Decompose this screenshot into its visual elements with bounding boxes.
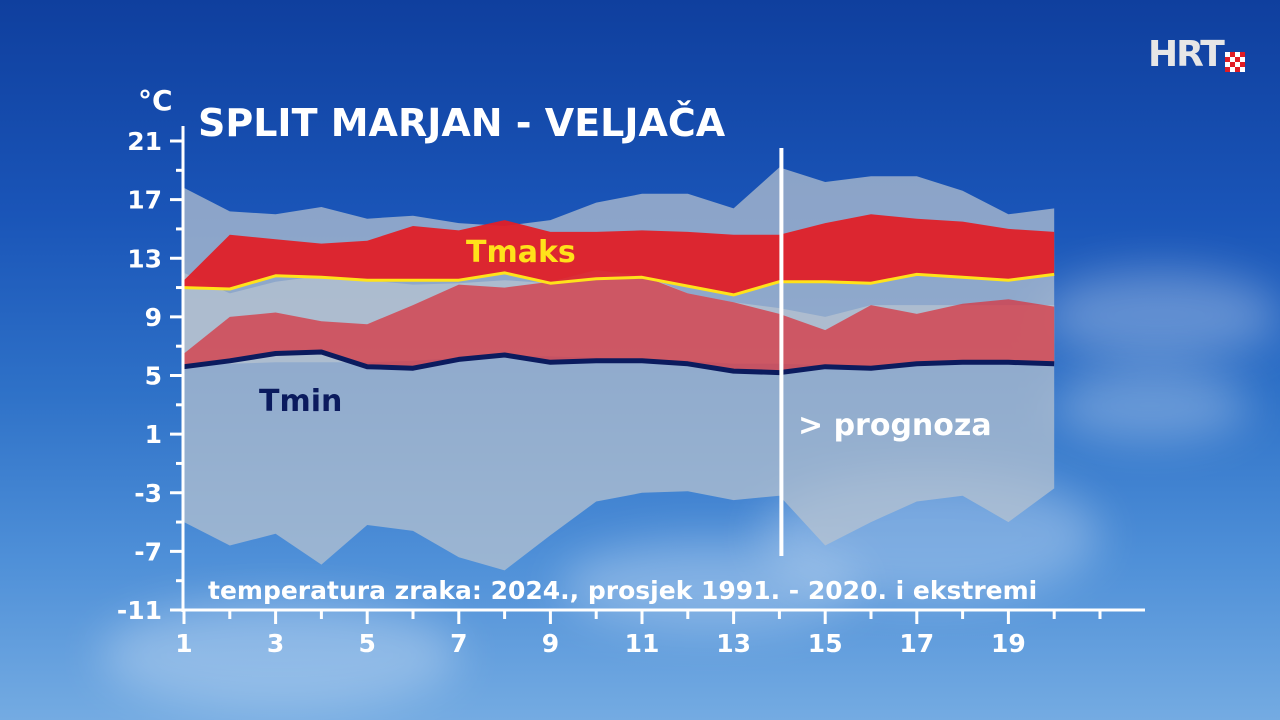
x-tick-label: 13: [716, 629, 751, 658]
tmax-label: Tmaks: [466, 235, 576, 270]
y-tick-label: 5: [145, 362, 162, 391]
x-tick-label: 9: [542, 629, 559, 658]
x-tick-label: 17: [899, 629, 934, 658]
x-tick-label: 3: [267, 629, 284, 658]
logo-text: HRT: [1148, 34, 1225, 75]
tmin-2024-band: [184, 270, 1055, 373]
hrt-logo: HRT: [1148, 36, 1245, 74]
x-tick-label: 15: [808, 629, 843, 658]
y-unit-label: °C: [138, 84, 173, 117]
x-tick-label: 5: [358, 629, 375, 658]
y-tick-label: -3: [134, 479, 162, 508]
tmin-label: Tmin: [259, 384, 342, 419]
y-tick-label: 9: [145, 303, 162, 332]
x-tick-label: 11: [625, 629, 660, 658]
cloud-decoration: [1050, 370, 1250, 440]
x-tick-label: 7: [450, 629, 467, 658]
cloud-decoration: [1040, 270, 1280, 360]
tmax-average-line: [183, 271, 1055, 297]
y-tick-label: -11: [117, 596, 162, 625]
checkerboard-icon: [1224, 52, 1245, 72]
x-tick-label: 19: [991, 629, 1026, 658]
tmax-2024-band: [184, 214, 1055, 295]
cloud-decoration: [100, 600, 460, 710]
y-tick-label: -7: [134, 537, 162, 566]
y-tick-label: 1: [145, 420, 162, 449]
chart-title: SPLIT MARJAN - VELJAČA: [198, 101, 726, 145]
forecast-label: > prognoza: [798, 408, 992, 443]
cloud-decoration: [560, 540, 860, 630]
y-tick-label: 17: [127, 186, 162, 215]
tmin-average-line: [183, 349, 1055, 376]
x-tick-label: 1: [175, 629, 192, 658]
chart-subtitle: temperatura zraka: 2024., prosjek 1991. …: [208, 576, 1037, 605]
y-tick-label: 21: [127, 127, 162, 156]
y-tick-label: 13: [127, 244, 162, 273]
